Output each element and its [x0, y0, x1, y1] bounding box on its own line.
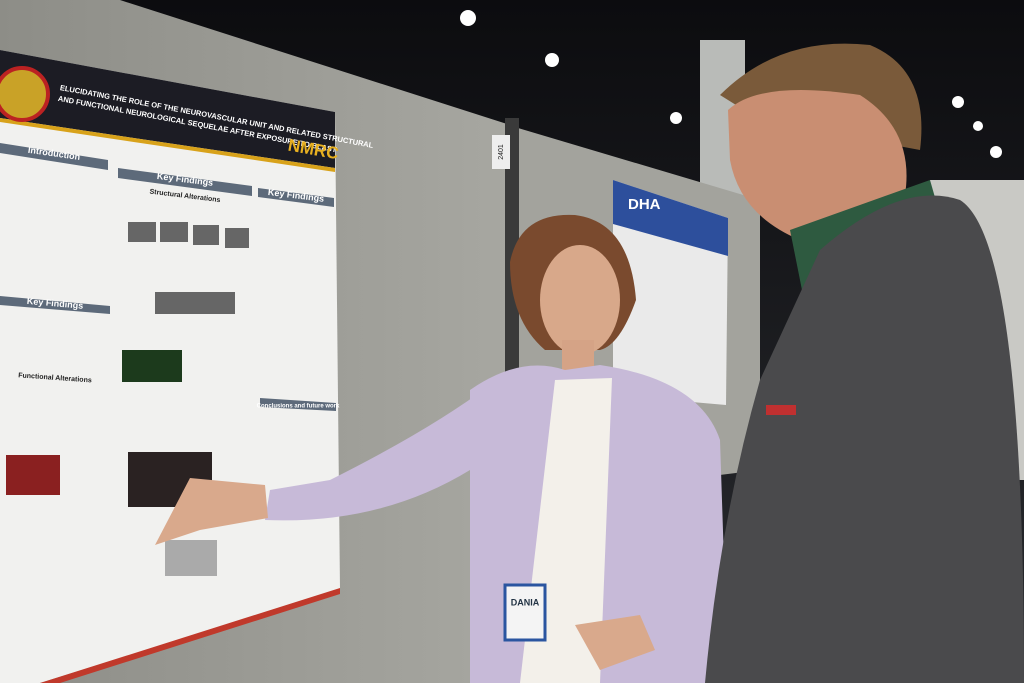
section-title: Conclusions and future work — [257, 404, 340, 410]
poster-seal — [0, 66, 50, 122]
poster-header — [0, 50, 335, 168]
poster-footer-stripe — [40, 588, 340, 683]
badge-name: DANIA — [511, 597, 540, 607]
section-bars — [0, 143, 336, 411]
section-title: Key Findings — [26, 296, 83, 311]
second-poster-logo: DHA — [628, 196, 661, 213]
second-poster-header — [613, 180, 728, 256]
poster-stripe — [0, 118, 335, 172]
booth-number: 2401 — [498, 144, 505, 160]
woman: DANIA — [155, 214, 728, 683]
man — [705, 43, 1024, 683]
booth-sign — [492, 135, 510, 169]
ceiling-lights — [460, 10, 1002, 158]
